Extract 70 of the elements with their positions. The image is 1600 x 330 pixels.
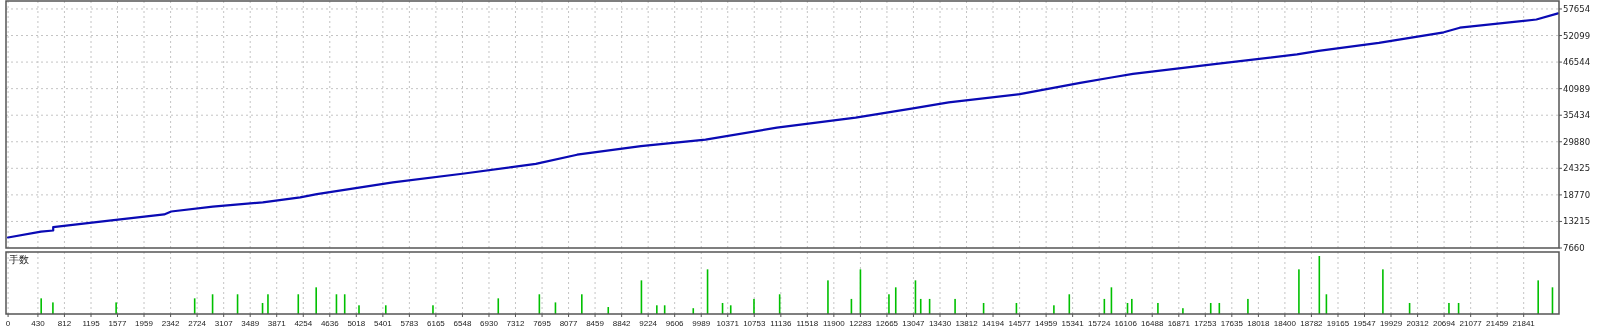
x-tick-label: 21459 xyxy=(1486,319,1509,328)
x-tick-label: 10371 xyxy=(716,319,740,328)
x-tick-label: 8077 xyxy=(559,319,579,328)
y-tick-label: 13215 xyxy=(1563,216,1591,227)
x-tick-label: 4636 xyxy=(320,319,340,328)
x-tick-label: 17635 xyxy=(1220,319,1244,328)
x-tick-label: 812 xyxy=(57,319,72,328)
x-tick-label: 3107 xyxy=(214,319,234,328)
y-tick-label: 7660 xyxy=(1563,243,1585,253)
x-tick-label: 15341 xyxy=(1061,319,1085,328)
x-tick-label: 6165 xyxy=(426,319,446,328)
y-tick-label: 40989 xyxy=(1563,83,1591,94)
x-tick-label: 19165 xyxy=(1326,319,1350,328)
y-tick-label: 24325 xyxy=(1563,163,1591,174)
y-tick-label: 52099 xyxy=(1563,30,1591,41)
y-tick-label: 35434 xyxy=(1563,110,1591,121)
x-tick-label: 14194 xyxy=(981,319,1005,328)
x-tick-label: 2724 xyxy=(188,319,207,328)
x-tick-label: 5783 xyxy=(400,319,419,328)
x-tick-label: 10753 xyxy=(743,319,766,328)
x-tick-label: 7312 xyxy=(506,319,525,328)
x-tick-label: 18018 xyxy=(1247,319,1271,328)
x-tick-label: 2342 xyxy=(161,319,181,328)
x-tick-label: 13812 xyxy=(955,319,979,328)
x-tick-label: 5401 xyxy=(373,319,393,328)
x-tick-label: 14959 xyxy=(1035,319,1058,328)
line-series xyxy=(7,12,1560,239)
y-tick-label: 57654 xyxy=(1563,3,1591,14)
x-tick-label: 20312 xyxy=(1406,319,1430,328)
x-tick-label: 5018 xyxy=(347,319,366,328)
x-tick-label: 11518 xyxy=(796,319,819,328)
y-tick-label: 46544 xyxy=(1563,57,1591,68)
x-tick-label: 8459 xyxy=(586,319,605,328)
x-tick-label: 16488 xyxy=(1141,319,1164,328)
x-tick-label: 14577 xyxy=(1008,319,1032,328)
y-tick-label: 18770 xyxy=(1563,189,1591,200)
x-tick-label: 13430 xyxy=(928,319,952,328)
x-tick-label: 16106 xyxy=(1114,319,1138,328)
x-tick-label: 18400 xyxy=(1273,319,1297,328)
x-tick-label: 12283 xyxy=(849,319,873,328)
x-tick-label: 19547 xyxy=(1353,319,1377,328)
x-tick-label: 16871 xyxy=(1167,319,1191,328)
x-tick-label: 6548 xyxy=(453,319,472,328)
x-tick-label: 9989 xyxy=(692,319,711,328)
chart-title: 手数 xyxy=(9,254,29,265)
x-tick-label: 4254 xyxy=(294,319,313,328)
x-tick-label: 7695 xyxy=(533,319,552,328)
x-tick-label: 0 xyxy=(5,319,11,328)
x-tick-label: 9224 xyxy=(639,319,658,328)
x-tick-label: 6930 xyxy=(480,319,499,328)
x-tick-label: 8842 xyxy=(612,319,632,328)
x-tick-label: 15724 xyxy=(1088,319,1111,328)
x-tick-label: 11136 xyxy=(770,319,792,328)
x-tick-label: 3489 xyxy=(241,319,260,328)
x-tick-label: 1959 xyxy=(135,319,154,328)
x-tick-label: 13047 xyxy=(902,319,926,328)
x-tick-label: 12665 xyxy=(875,319,899,328)
x-tick-label: 430 xyxy=(31,319,46,328)
x-tick-label: 20694 xyxy=(1432,319,1456,328)
x-tick-label: 9606 xyxy=(665,319,685,328)
x-tick-label: 21077 xyxy=(1459,319,1483,328)
x-tick-label: 1195 xyxy=(82,319,101,328)
x-tick-label: 3871 xyxy=(267,319,287,328)
y-tick-label: 29880 xyxy=(1563,136,1591,147)
x-tick-label: 1577 xyxy=(108,319,127,328)
x-tick-label: 19929 xyxy=(1379,319,1403,328)
x-tick-label: 17253 xyxy=(1194,319,1217,328)
x-tick-label: 11900 xyxy=(823,319,846,328)
x-tick-label: 21841 xyxy=(1512,319,1536,328)
x-tick-label: 18782 xyxy=(1300,319,1324,328)
